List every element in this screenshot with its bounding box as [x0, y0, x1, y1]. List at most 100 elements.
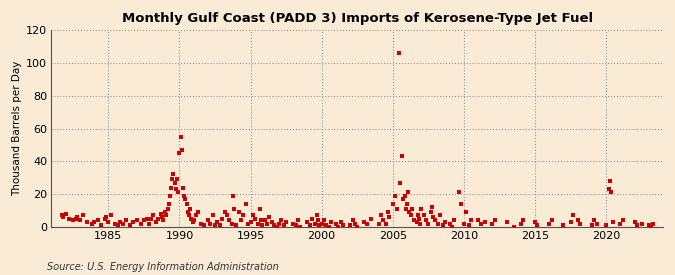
- Point: [501, 220, 512, 224]
- Point: [227, 194, 238, 198]
- Point: [176, 148, 187, 152]
- Point: [181, 202, 192, 206]
- Point: [269, 223, 279, 227]
- Point: [425, 210, 436, 214]
- Point: [155, 211, 166, 216]
- Point: [153, 216, 163, 221]
- Point: [389, 194, 400, 198]
- Point: [435, 213, 446, 218]
- Point: [184, 213, 194, 218]
- Point: [236, 218, 246, 222]
- Point: [375, 213, 386, 218]
- Point: [162, 207, 173, 211]
- Point: [572, 218, 583, 222]
- Point: [278, 223, 289, 227]
- Point: [458, 221, 469, 226]
- Point: [257, 223, 268, 227]
- Point: [428, 215, 439, 219]
- Point: [187, 220, 198, 224]
- Point: [418, 213, 429, 218]
- Point: [312, 213, 323, 218]
- Point: [88, 220, 99, 224]
- Point: [574, 221, 585, 226]
- Point: [439, 220, 450, 224]
- Point: [404, 210, 415, 214]
- Point: [352, 225, 362, 229]
- Point: [384, 215, 395, 219]
- Point: [516, 221, 526, 226]
- Point: [338, 223, 348, 227]
- Point: [264, 215, 275, 219]
- Point: [290, 223, 301, 227]
- Point: [212, 220, 223, 224]
- Point: [423, 221, 434, 226]
- Point: [276, 218, 287, 222]
- Point: [96, 223, 107, 227]
- Point: [331, 221, 342, 226]
- Point: [508, 225, 519, 229]
- Point: [171, 187, 182, 191]
- Point: [394, 180, 405, 185]
- Point: [105, 213, 116, 218]
- Point: [186, 216, 196, 221]
- Point: [179, 194, 190, 198]
- Point: [313, 218, 323, 222]
- Point: [72, 215, 83, 219]
- Point: [387, 202, 398, 206]
- Point: [202, 218, 213, 222]
- Point: [456, 202, 467, 206]
- Point: [544, 221, 555, 226]
- Point: [168, 172, 179, 177]
- Point: [240, 202, 251, 206]
- Point: [143, 221, 154, 226]
- Point: [587, 223, 597, 227]
- Point: [604, 179, 615, 183]
- Point: [591, 221, 602, 226]
- Point: [603, 187, 614, 191]
- Title: Monthly Gulf Coast (PADD 3) Imports of Kerosene-Type Jet Fuel: Monthly Gulf Coast (PADD 3) Imports of K…: [122, 12, 593, 25]
- Point: [199, 223, 210, 227]
- Point: [231, 223, 242, 227]
- Point: [380, 221, 391, 226]
- Point: [646, 225, 657, 229]
- Point: [193, 210, 204, 214]
- Point: [421, 218, 431, 222]
- Point: [82, 220, 92, 224]
- Point: [637, 221, 647, 226]
- Point: [229, 207, 240, 211]
- Point: [489, 218, 500, 222]
- Point: [110, 221, 121, 226]
- Point: [449, 218, 460, 222]
- Point: [252, 221, 263, 226]
- Point: [185, 207, 196, 211]
- Point: [182, 210, 193, 214]
- Point: [224, 218, 235, 222]
- Point: [292, 218, 303, 222]
- Point: [205, 221, 216, 226]
- Point: [444, 221, 455, 226]
- Point: [151, 220, 161, 224]
- Point: [117, 221, 128, 226]
- Point: [350, 221, 360, 226]
- Point: [416, 207, 427, 211]
- Point: [207, 213, 218, 218]
- Point: [288, 221, 298, 226]
- Point: [475, 221, 486, 226]
- Point: [397, 154, 408, 159]
- Point: [411, 220, 422, 224]
- Point: [113, 223, 124, 227]
- Point: [461, 210, 472, 214]
- Y-axis label: Thousand Barrels per Day: Thousand Barrels per Day: [12, 61, 22, 196]
- Point: [163, 202, 174, 206]
- Point: [271, 225, 282, 229]
- Point: [345, 223, 356, 227]
- Point: [214, 223, 225, 227]
- Point: [326, 220, 337, 224]
- Point: [160, 210, 171, 214]
- Point: [472, 218, 483, 222]
- Point: [295, 225, 306, 229]
- Point: [392, 207, 403, 211]
- Point: [319, 218, 329, 222]
- Point: [176, 134, 186, 139]
- Point: [234, 210, 244, 214]
